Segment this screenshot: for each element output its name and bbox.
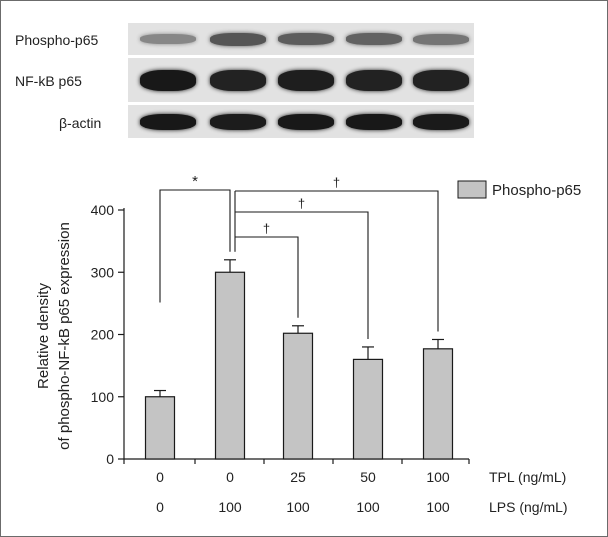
x-row-0-label-4: 100	[426, 469, 450, 485]
legend-swatch	[457, 180, 487, 199]
blot-band	[140, 70, 196, 91]
blot-strip-nfkb-p65	[128, 58, 474, 102]
y-tick-label: 200	[91, 327, 115, 343]
blot-strip-beta-actin	[128, 105, 474, 138]
x-row-1-label-3: 100	[356, 499, 380, 515]
x-row-1-label-1: 100	[218, 499, 242, 515]
significance-symbol-0: *	[192, 173, 198, 190]
x-row-0-label-3: 50	[360, 469, 376, 485]
bar-4	[422, 348, 454, 460]
y-tick-label: 400	[91, 202, 115, 218]
significance-bracket-3	[235, 190, 439, 332]
blot-label-nfkb-p65: NF-kB p65	[15, 73, 82, 89]
x-row-0-label-1: 0	[226, 469, 234, 485]
significance-bracket-0	[159, 189, 231, 303]
significance-symbol-3: †	[333, 175, 340, 190]
blot-band	[210, 70, 266, 91]
significance-bracket-1	[235, 236, 299, 318]
bar-2	[282, 332, 314, 460]
blot-band	[210, 114, 266, 130]
x-row-1-name: LPS (ng/mL)	[489, 499, 568, 515]
legend-label: Phospho-p65	[492, 182, 581, 199]
blot-band	[413, 34, 469, 45]
blot-band	[278, 33, 334, 45]
bar-1	[214, 271, 246, 460]
y-tick-label: 100	[91, 389, 115, 405]
blot-label-beta-actin: β-actin	[59, 115, 102, 131]
bar-0	[144, 396, 176, 460]
x-row-0-name: TPL (ng/mL)	[489, 469, 566, 485]
blot-band	[210, 33, 266, 46]
x-row-0-label-2: 25	[290, 469, 306, 485]
blot-band	[278, 70, 334, 91]
blot-band	[346, 70, 402, 91]
blot-label-phospho-p65: Phospho-p65	[15, 32, 99, 48]
x-row-1-label-4: 100	[426, 499, 450, 515]
significance-symbol-1: †	[263, 221, 270, 236]
x-row-1-label-0: 0	[156, 499, 164, 515]
bar-3	[352, 358, 384, 460]
blot-band	[346, 114, 402, 130]
blot-band	[346, 33, 402, 45]
significance-bracket-2	[235, 211, 369, 339]
y-axis-label-line1: Relative density	[35, 283, 52, 389]
blot-band	[140, 114, 196, 130]
significance-symbol-2: †	[298, 196, 305, 211]
x-row-1-label-2: 100	[286, 499, 310, 515]
y-tick-label: 0	[106, 451, 114, 467]
blot-band	[140, 34, 196, 44]
x-row-0-label-0: 0	[156, 469, 164, 485]
y-tick-label: 300	[91, 264, 115, 280]
blot-strip-phospho-p65	[128, 23, 474, 55]
blot-band	[413, 114, 469, 130]
blot-band	[413, 70, 469, 91]
blot-band	[278, 114, 334, 130]
y-axis-label-line2: of phospho-NF-kB p65 expression	[56, 222, 73, 450]
